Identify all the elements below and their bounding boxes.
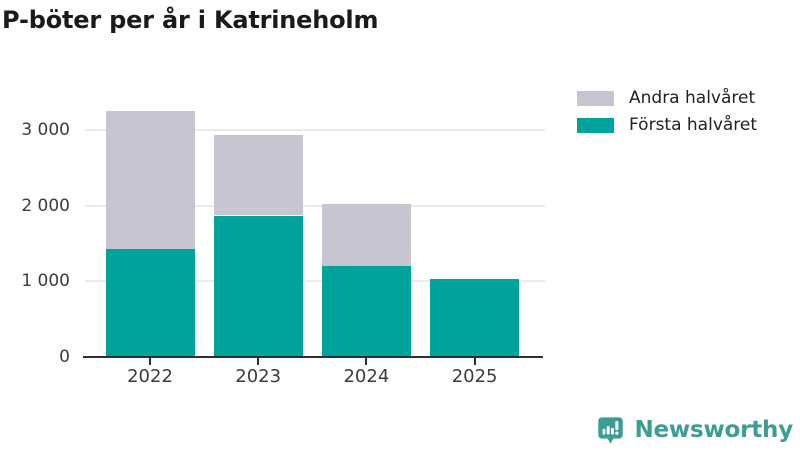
legend-swatch-forsta [577,117,614,133]
bar-segment-2025-forsta [430,279,520,357]
legend-swatch-andra [577,90,614,106]
y-axis-tick-label: 2 000 [21,195,70,216]
y-gridline-2000 [85,204,545,207]
chart-title: P-böter per år i Katrineholm [2,6,379,34]
x-axis-tick [149,358,151,365]
bar-chart-speech-bubble-icon [598,417,624,444]
y-axis-tick-label: 0 [59,347,70,367]
x-axis-tick [365,358,368,365]
bar-segment-2023-forsta [213,215,303,357]
legend: Andra halvåret Första halvåret [577,88,758,144]
y-axis-tick-label: 1 000 [21,271,70,292]
legend-label-andra: Andra halvåret [629,88,756,108]
x-axis-label-2023: 2023 [235,366,282,387]
bar-segment-2023-andra [213,134,303,216]
legend-item-forsta: Första halvåret [577,115,758,135]
legend-label-forsta: Första halvåret [629,115,758,135]
bar-segment-2022-andra [105,111,195,249]
newsworthy-logo-text: Newsworthy [634,417,793,443]
x-axis-label-2022: 2022 [127,366,173,387]
x-axis-baseline [83,356,543,358]
x-axis-tick [257,358,260,365]
newsworthy-logo-link[interactable]: Newsworthy [596,415,793,445]
y-gridline-1000 [85,280,545,283]
bar-segment-2024-andra [321,204,411,267]
x-axis-label-2025: 2025 [451,366,498,387]
y-axis-tick-label: 3 000 [21,120,70,140]
y-gridline-3000 [85,129,545,131]
bar-segment-2024-forsta [321,266,411,357]
x-axis-label-2024: 2024 [343,366,390,387]
bar-segment-2022-forsta [105,248,195,357]
x-axis-tick [473,358,476,365]
legend-item-andra: Andra halvåret [577,88,757,108]
